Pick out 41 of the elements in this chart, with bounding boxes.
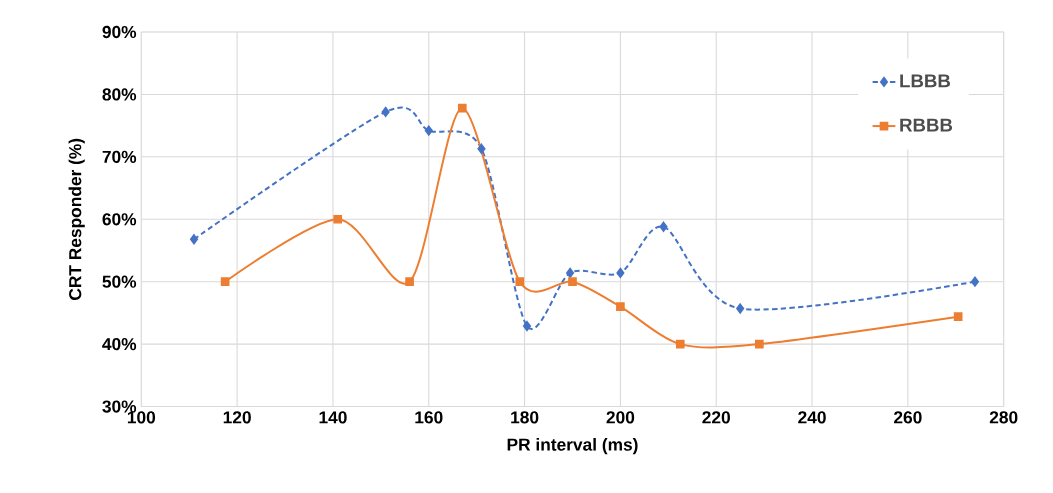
point — [405, 277, 414, 286]
x-tick-label: 200 — [606, 411, 635, 424]
y-tick-label: 70% — [102, 150, 137, 163]
y-tick-label: 80% — [102, 88, 137, 101]
point — [736, 303, 745, 314]
y-tick-label: 50% — [102, 275, 137, 288]
point — [477, 143, 486, 154]
point — [659, 221, 668, 232]
point — [424, 125, 433, 136]
point — [381, 106, 390, 117]
x-tick-label: 140 — [319, 411, 347, 424]
point — [522, 320, 531, 331]
point — [515, 277, 525, 286]
point — [333, 214, 343, 224]
point — [566, 267, 575, 278]
x-tick-label: 100 — [127, 411, 156, 424]
point — [616, 302, 625, 311]
point — [568, 277, 577, 286]
y-axis-title: CRT Responder (%) — [68, 138, 85, 300]
point — [953, 312, 963, 321]
point — [675, 339, 685, 349]
point — [457, 103, 467, 113]
point — [616, 267, 625, 278]
point — [755, 339, 764, 349]
legend-label: LBBB — [900, 74, 950, 88]
x-tick-label: 180 — [511, 411, 539, 424]
x-tick-label: 120 — [223, 411, 251, 424]
point — [220, 277, 230, 286]
y-tick-label: 40% — [102, 337, 137, 351]
x-tick-label: 260 — [894, 411, 922, 424]
x-tick-label: 220 — [702, 411, 730, 424]
x-tick-label: 160 — [415, 411, 443, 424]
point — [970, 276, 979, 287]
x-tick-label: 280 — [989, 411, 1018, 424]
y-tick-label: 30% — [102, 400, 137, 413]
legend-label: RBBB — [900, 118, 953, 132]
x-tick-label: 240 — [798, 411, 826, 424]
y-tick-label: 60% — [102, 213, 137, 226]
point — [190, 234, 198, 245]
y-tick-label: 90% — [102, 25, 137, 39]
x-axis-title: PR interval (ms) — [507, 437, 638, 455]
